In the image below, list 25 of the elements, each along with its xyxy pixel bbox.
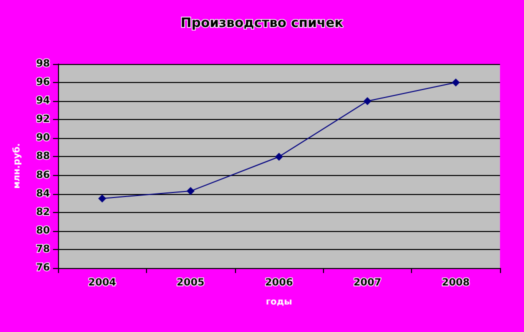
y-tick-label: 88 <box>36 151 50 162</box>
point <box>275 152 283 161</box>
y-tick-label: 76 <box>36 262 50 274</box>
x-tick-label: 2008 <box>442 278 470 288</box>
x-tick-label: 2006 <box>265 278 293 288</box>
y-tick-label: 96 <box>36 77 50 88</box>
x-tick-label: 2004 <box>88 278 116 288</box>
y-tick-label: 90 <box>36 132 50 144</box>
y-tick-label: 80 <box>36 225 50 236</box>
y-axis-title: млн.руб. <box>12 143 22 189</box>
y-tick-label: 78 <box>36 244 50 255</box>
point <box>98 194 106 202</box>
point <box>186 187 195 196</box>
x-tick-label: 2005 <box>176 278 205 288</box>
y-tick-label: 86 <box>36 170 50 181</box>
y-tick-label: 94 <box>36 96 50 107</box>
y-tick-label: 98 <box>36 58 50 70</box>
y-tick-label: 84 <box>36 188 50 200</box>
y-tick-label: 82 <box>36 206 50 218</box>
point <box>452 78 460 87</box>
chart-title: Производство спичек <box>180 16 344 31</box>
x-tick-label: 2007 <box>353 278 382 288</box>
point <box>363 97 372 106</box>
x-axis-title: годы <box>266 298 292 308</box>
y-tick-label: 92 <box>36 114 50 126</box>
